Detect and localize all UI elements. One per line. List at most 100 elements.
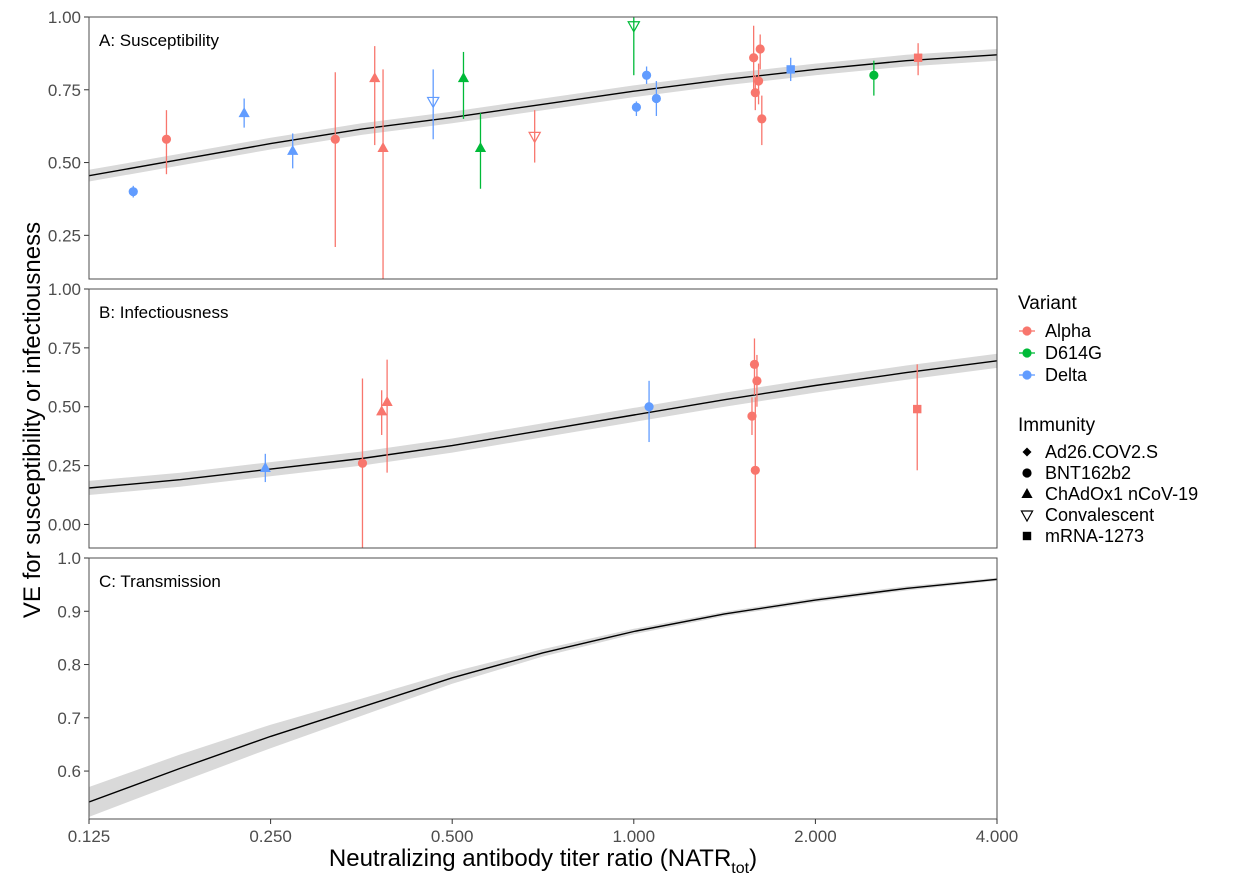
x-axis-title: Neutralizing antibody titer ratio (NATRt… [329,845,757,877]
point-marker [287,144,299,155]
panels: 0.25 0.50 0.75 1.00 A: Susceptibility 0.00 0.2… [48,8,998,820]
legend-variant-label: Delta [1045,365,1088,385]
legend-immunity-item: BNT162b2 [1022,463,1131,483]
legend-key-triangle-down-open [1020,510,1034,523]
x-tick-label: 0.250 [249,827,292,846]
legend-variant-alpha: Alpha [1019,321,1092,341]
point-marker [752,376,762,386]
data-point [474,113,487,189]
data-point [631,101,642,116]
point-marker [913,404,922,414]
data-point [651,81,661,116]
panel-title: A: Susceptibility [99,31,219,50]
y-tick-label: 0.75 [48,81,81,100]
point-marker [259,461,271,472]
panel-title: C: Transmission [99,572,221,591]
point-marker [749,359,760,369]
data-point [913,43,923,76]
confidence-band [89,49,997,182]
point-marker [786,65,795,74]
legend-key-dot [1022,348,1032,358]
panel-border [88,16,998,280]
legend-key-circle [1022,468,1032,478]
data-point [259,453,271,483]
point-marker [376,405,388,416]
point-marker [631,102,642,112]
data-point [749,25,759,93]
legend-variant-d614g: D614G [1019,343,1102,363]
data-point [426,69,440,140]
point-marker [474,142,487,152]
point-marker [238,107,250,118]
data-point [749,338,760,395]
x-axis-title-subscript: tot [731,860,749,877]
panel-b: 0.00 0.25 0.50 0.75 1.00 B: Infectiousness [48,280,998,549]
point-marker [749,53,759,63]
panel-title: B: Infectiousness [99,303,228,322]
legend-variant-delta: Delta [1019,365,1088,385]
data-point [747,397,757,435]
legend-variant-label: Alpha [1045,321,1092,341]
point-marker [528,131,542,144]
data-point [752,354,762,407]
point-marker [753,76,764,86]
point-marker [747,411,757,421]
data-point [330,72,340,247]
y-tick-label: 0.9 [57,602,81,621]
point-marker [750,88,760,98]
y-tick-label: 0.00 [48,515,81,534]
data-point [641,66,652,84]
fitted-curve [89,360,997,489]
data-point [644,380,654,443]
data-point [457,51,470,119]
point-marker [627,21,641,33]
legend-immunity-label: ChAdOx1 nCoV-19 [1045,484,1198,504]
y-tick-label: 0.75 [48,339,81,358]
y-tick-label: 0.8 [57,656,81,675]
legend-variant-label: D614G [1045,343,1102,363]
legend-immunity-label: mRNA-1273 [1045,526,1144,546]
data-point [287,133,299,169]
point-marker [161,134,172,144]
legend-key-square [1022,531,1032,541]
data-point [377,69,389,279]
y-tick-label: 0.25 [48,457,81,476]
data-point [376,390,388,435]
point-marker [377,142,389,152]
point-marker [651,93,661,104]
x-tick-label: 2.000 [794,827,837,846]
plot-area [89,577,997,817]
point-marker [128,187,138,197]
panel-a: 0.25 0.50 0.75 1.00 A: Susceptibility [48,8,998,280]
data-point [381,359,393,473]
point-marker [641,70,652,80]
fitted-curve [89,54,997,177]
legend-variant-title: Variant [1018,293,1078,314]
x-tick-label: 1.000 [613,827,656,846]
point-marker [913,53,923,62]
x-tick-label: 0.125 [68,827,111,846]
legend-key-diamond [1022,447,1032,457]
y-tick-label: 0.6 [57,762,81,781]
data-point [750,397,760,548]
point-marker [426,96,440,109]
fitted-curve [89,578,997,803]
data-point [128,185,138,198]
y-tick-label: 1.00 [48,8,81,27]
point-marker [755,44,765,54]
data-point [161,110,172,175]
plot-area [89,17,997,279]
data-point [755,34,765,70]
legend-immunity-label: Convalescent [1045,505,1154,525]
point-marker [369,72,381,83]
point-marker [381,396,393,407]
legend-immunity-label: Ad26.COV2.S [1045,442,1158,462]
legend-immunity-label: BNT162b2 [1045,463,1131,483]
point-marker [644,402,654,412]
point-marker [357,458,368,468]
data-point [757,95,767,146]
y-tick-label: 0.7 [57,709,81,728]
point-marker [757,114,767,124]
